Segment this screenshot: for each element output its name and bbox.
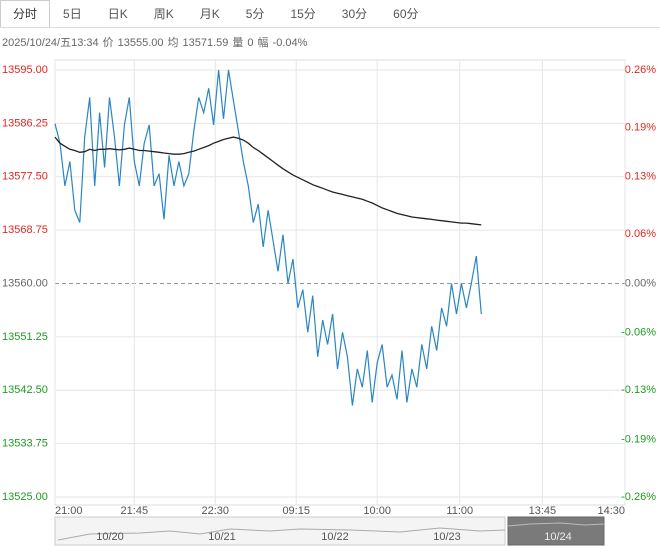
tab[interactable]: 60分 (393, 7, 419, 21)
tab[interactable]: 5分 (245, 7, 265, 21)
price-line (54, 69, 482, 406)
plot-frame (54, 59, 626, 506)
y2-tick-label: 0.13% (625, 171, 656, 183)
tab[interactable]: 月K (199, 7, 220, 21)
info-value: 13571.59 (182, 37, 229, 49)
info-time: 2025/10/24/五13:34 (2, 37, 99, 49)
navigator-selection[interactable] (507, 516, 605, 546)
x-tick-label: 22:30 (201, 505, 229, 517)
y2-tick-label: -0.26% (621, 491, 656, 503)
x-tick-label: 13:45 (529, 505, 557, 517)
y2-tick-label: 0.00% (625, 277, 656, 289)
tab[interactable]: 周K (153, 7, 174, 21)
info-value: -0.04% (272, 37, 308, 49)
tab[interactable]: 日K (107, 7, 128, 21)
tab-divider (0, 27, 660, 28)
x-tick-label: 21:00 (55, 505, 83, 517)
tab-bar: 分时 5日 日K 周K 月K 5分 15分 30分 60分 (0, 0, 432, 28)
navigator-track (54, 516, 506, 546)
info-label: 均 (167, 37, 179, 49)
navigator-line (507, 522, 605, 527)
x-tick-label: 14:30 (597, 505, 625, 517)
y2-tick-label: -0.06% (621, 327, 656, 339)
x-tick-label: 10:00 (363, 505, 391, 517)
y2-tick-label: 0.26% (625, 64, 656, 76)
info-label: 量 (232, 37, 244, 49)
x-tick-label: 21:45 (121, 505, 149, 517)
y2-tick-label: -0.13% (621, 384, 656, 396)
y-tick-label: 13568.75 (2, 224, 48, 236)
y-tick-label: 13533.75 (2, 438, 48, 450)
info-bar: 2025/10/24/五13:34 价 13555.00 均 13571.59 量 0 幅 -0… (2, 34, 311, 50)
y-tick-label: 13551.25 (2, 331, 48, 343)
tab[interactable]: 15分 (290, 7, 316, 21)
tab[interactable]: 5日 (63, 7, 82, 21)
y-tick-label: 13595.00 (2, 64, 48, 76)
navigator-date: 10/22 (321, 531, 349, 543)
y-tick-label: 13586.25 (2, 117, 48, 129)
y2-tick-label: 0.06% (625, 228, 656, 240)
y-tick-label: 13525.00 (2, 491, 48, 503)
tab[interactable]: 分时 (0, 0, 51, 28)
info-value: 0 (247, 37, 254, 49)
navigator-line (57, 527, 506, 541)
info-value: 13555.00 (117, 37, 164, 49)
info-label: 幅 (257, 37, 269, 49)
y2-tick-label: 0.19% (625, 121, 656, 133)
y-tick-label: 13542.50 (2, 384, 48, 396)
y-tick-label: 13560.00 (2, 277, 48, 289)
x-tick-label: 11:00 (446, 505, 473, 517)
y2-tick-label: -0.19% (621, 433, 656, 445)
navigator-date: 10/23 (433, 531, 461, 543)
info-label: 价 (102, 37, 114, 49)
navigator-date: 10/21 (208, 531, 236, 543)
navigator-date: 10/20 (96, 531, 124, 543)
price-line (54, 136, 482, 226)
navigator-date: 10/24 (544, 531, 572, 543)
tab[interactable]: 30分 (341, 7, 368, 21)
y-tick-label: 13577.50 (2, 171, 48, 183)
x-tick-label: 09:15 (282, 505, 310, 517)
